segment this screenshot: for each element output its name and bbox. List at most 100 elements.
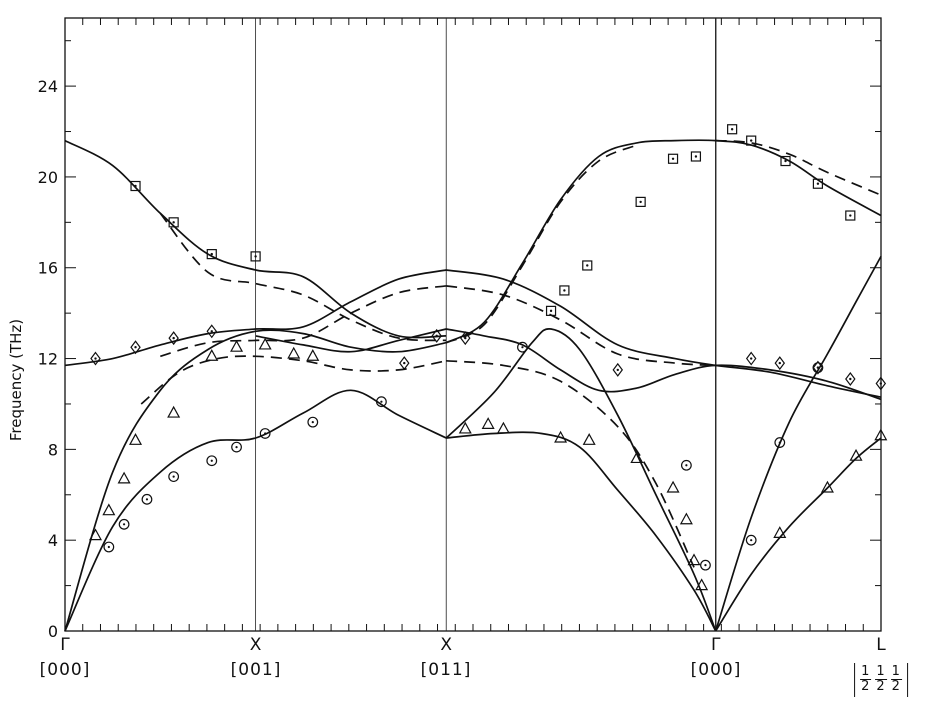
square-dot-marker xyxy=(250,251,261,262)
circle-marker xyxy=(517,341,528,353)
square-dot-marker xyxy=(845,210,856,221)
solid-curve xyxy=(64,329,447,632)
triangle-marker xyxy=(679,512,693,525)
triangle-marker xyxy=(496,421,510,434)
circle-marker xyxy=(231,441,242,453)
solid-curve xyxy=(446,269,882,399)
square-dot-marker xyxy=(667,153,679,164)
square-dot-marker xyxy=(130,180,141,192)
square-dot-marker xyxy=(168,217,179,228)
triangle-marker xyxy=(205,349,219,361)
solid-curve xyxy=(445,327,717,632)
y-tick-label: 20 xyxy=(38,168,58,187)
triangle-marker xyxy=(258,337,272,350)
square-dot-marker xyxy=(727,124,738,135)
square-dot-marker xyxy=(746,135,757,146)
diamond-dot-marker xyxy=(431,328,442,343)
y-axis-ticks xyxy=(65,40,881,632)
diamond-dot-marker xyxy=(130,340,141,355)
triangle-marker xyxy=(666,480,680,493)
triangle-marker xyxy=(117,471,131,484)
triangle-marker xyxy=(287,346,301,359)
circle-marker xyxy=(259,428,271,439)
solid-curve xyxy=(446,328,882,401)
solid-curve xyxy=(446,431,717,632)
symmetry-point-label: L xyxy=(876,635,886,655)
triangle-marker xyxy=(481,417,495,429)
solid-curve xyxy=(64,139,447,339)
triangle-marker xyxy=(306,349,320,361)
y-tick-label: 8 xyxy=(48,440,58,459)
data-markers xyxy=(88,124,888,591)
diamond-dot-marker xyxy=(774,356,786,371)
triangle-marker xyxy=(129,433,143,445)
square-dot-marker xyxy=(812,178,824,189)
y-tick-label: 0 xyxy=(48,622,58,641)
triangle-marker xyxy=(849,448,863,461)
triangle-marker xyxy=(582,433,596,445)
y-tick-label: 4 xyxy=(48,531,58,550)
triangle-marker xyxy=(687,553,701,566)
triangle-marker xyxy=(102,503,116,516)
square-dot-marker xyxy=(635,196,646,207)
direction-label-1: [001] xyxy=(230,660,282,680)
solid-curve xyxy=(64,389,447,632)
x-axis-ticks xyxy=(82,18,864,631)
solid-curve xyxy=(714,437,882,632)
diamond-dot-marker xyxy=(399,356,410,371)
triangle-marker xyxy=(820,480,834,493)
triangle-marker xyxy=(458,421,472,434)
symmetry-lines xyxy=(255,18,717,631)
square-dot-marker xyxy=(545,305,557,316)
circle-marker xyxy=(745,534,757,546)
dashed-curve xyxy=(445,144,638,344)
symmetry-point-label: Γ xyxy=(60,635,70,655)
diamond-dot-marker xyxy=(745,351,757,366)
circle-marker xyxy=(774,437,786,448)
y-tick-label: 16 xyxy=(38,259,58,278)
dashed-curve xyxy=(160,285,447,358)
triangle-marker xyxy=(230,339,244,352)
circle-marker xyxy=(700,559,711,571)
solid-curve xyxy=(714,255,882,632)
square-dot-marker xyxy=(582,260,593,271)
symmetry-point-label: Γ xyxy=(711,635,721,655)
triangle-marker xyxy=(773,526,787,538)
diamond-dot-marker xyxy=(206,324,218,339)
square-dot-marker xyxy=(780,155,791,167)
dashed-curve xyxy=(159,212,447,342)
symmetry-point-label: X xyxy=(250,635,262,655)
diamond-dot-marker xyxy=(875,376,887,391)
y-tick-label: 24 xyxy=(38,77,58,96)
square-dot-marker xyxy=(690,151,702,162)
circle-marker xyxy=(812,362,824,374)
circle-marker xyxy=(141,493,153,505)
circle-marker xyxy=(103,541,115,553)
triangle-marker xyxy=(874,428,888,441)
triangle-marker xyxy=(630,451,644,464)
circle-marker xyxy=(376,396,387,408)
plot-frame xyxy=(64,17,882,632)
direction-label-2: [011] xyxy=(420,660,472,680)
triangle-marker xyxy=(695,578,709,591)
solid-curve xyxy=(445,139,882,344)
square-dot-marker xyxy=(559,285,570,296)
dashed-curve xyxy=(140,355,447,405)
diamond-dot-marker xyxy=(90,351,101,366)
solid-curve xyxy=(255,328,447,353)
circle-marker xyxy=(168,471,180,483)
dispersion-curves xyxy=(64,139,882,632)
solid-curve xyxy=(64,269,447,367)
diamond-dot-marker xyxy=(460,331,471,346)
triangle-marker xyxy=(167,405,181,418)
diamond-dot-marker xyxy=(168,331,179,346)
circle-marker xyxy=(118,518,130,530)
circle-marker xyxy=(206,455,218,467)
direction-label-3: [000] xyxy=(690,660,742,680)
direction-label-0: [000] xyxy=(39,660,91,680)
triangle-marker xyxy=(88,528,103,541)
symmetry-point-label: X xyxy=(440,635,452,655)
circle-marker xyxy=(680,459,692,471)
